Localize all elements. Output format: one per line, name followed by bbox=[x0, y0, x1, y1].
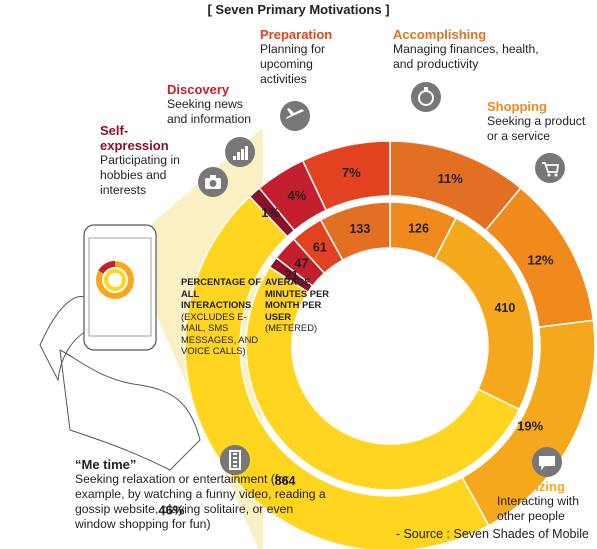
film-strip-icon bbox=[220, 445, 250, 475]
mini-donut-inner bbox=[104, 269, 126, 291]
category-desc: Interacting with other people bbox=[497, 494, 579, 523]
category-desc: Participating in hobbies and interests bbox=[100, 153, 180, 197]
outer-ring-label-main: PERCENTAGE OF ALL INTERACTIONS bbox=[181, 276, 262, 310]
outer-value-label: 1% bbox=[261, 205, 280, 220]
category-name: Self-expression bbox=[100, 123, 169, 153]
inner-ring-label-main: AVERAGE MINUTES PER MONTH PER USER bbox=[265, 276, 330, 322]
category-name: Socializing bbox=[497, 479, 565, 494]
category-socializing: Socializing Interacting with other peopl… bbox=[497, 479, 592, 524]
bar-chart-icon bbox=[225, 137, 255, 167]
airplane-icon bbox=[280, 101, 310, 131]
category-accomplishing: Accomplishing Managing finances, health,… bbox=[393, 27, 543, 72]
chat-bubble-icon bbox=[532, 447, 562, 477]
hand-thumb bbox=[39, 296, 89, 382]
inner-value-label: 47 bbox=[294, 257, 308, 271]
shopping-cart-icon bbox=[535, 153, 565, 183]
outer-slice-me-time bbox=[184, 195, 490, 549]
outer-value-label: 19% bbox=[517, 419, 543, 434]
category-desc: Seeking news and information bbox=[167, 97, 252, 126]
inner-slice-me-time bbox=[245, 266, 521, 491]
outer-slice-preparation bbox=[301, 140, 391, 212]
category-discovery: Discovery Seeking news and information bbox=[167, 82, 262, 127]
category-name: Discovery bbox=[167, 82, 230, 97]
inner-ring-minutes bbox=[245, 201, 535, 491]
outer-ring-label: PERCENTAGE OF ALL INTERACTIONS (EXCLUDES… bbox=[181, 276, 267, 357]
outer-ring-percent bbox=[184, 140, 596, 549]
category-name: Preparation bbox=[260, 27, 333, 42]
mini-donut-accent bbox=[98, 260, 116, 274]
outer-ring-label-sub: (EXCLUDES E-MAIL, SMS MESSAGES, AND VOIC… bbox=[181, 310, 259, 357]
category-preparation: Preparation Planning for upcoming activi… bbox=[260, 27, 345, 87]
category-name: “Me time” bbox=[75, 457, 137, 472]
category-self-expression: Self-expression Participating in hobbies… bbox=[100, 123, 195, 198]
inner-value-label: 133 bbox=[349, 222, 370, 236]
inner-value-label: 864 bbox=[275, 474, 296, 488]
category-me-time: “Me time” Seeking relaxation or entertai… bbox=[75, 457, 335, 532]
category-desc: Seeking relaxation or entertainment (for… bbox=[75, 472, 326, 531]
category-icons bbox=[198, 82, 565, 477]
stopwatch-icon bbox=[411, 82, 441, 112]
category-shopping: Shopping Seeking a product or a service bbox=[487, 99, 592, 144]
outer-value-label: 7% bbox=[342, 165, 361, 180]
category-name: Accomplishing bbox=[393, 27, 487, 42]
source-note: - Source : Seven Shades of Mobile bbox=[395, 527, 589, 541]
outer-value-label: 4% bbox=[287, 188, 306, 203]
inner-value-label: 21 bbox=[285, 269, 299, 283]
camera-icon bbox=[198, 167, 228, 197]
category-desc: Managing finances, health, and productiv… bbox=[393, 42, 539, 71]
category-name: Shopping bbox=[487, 99, 547, 114]
inner-value-label: 126 bbox=[408, 221, 429, 235]
outer-value-label: 12% bbox=[528, 252, 554, 267]
hand-fingers bbox=[59, 349, 201, 471]
inner-value-label: 410 bbox=[494, 301, 515, 315]
category-desc: Planning for upcoming activities bbox=[260, 42, 326, 86]
inner-slice-accomplishing bbox=[319, 201, 391, 262]
inner-ring-label-sub: (METERED) bbox=[265, 322, 318, 333]
outer-value-label: 46% bbox=[158, 502, 184, 517]
inner-ring-label: AVERAGE MINUTES PER MONTH PER USER (METE… bbox=[265, 276, 335, 334]
chart-title: [ Seven Primary Motivations ] bbox=[207, 2, 390, 17]
category-desc: Seeking a product or a service bbox=[487, 114, 586, 143]
outer-value-label: 11% bbox=[437, 171, 463, 186]
inner-value-label: 61 bbox=[313, 240, 327, 254]
